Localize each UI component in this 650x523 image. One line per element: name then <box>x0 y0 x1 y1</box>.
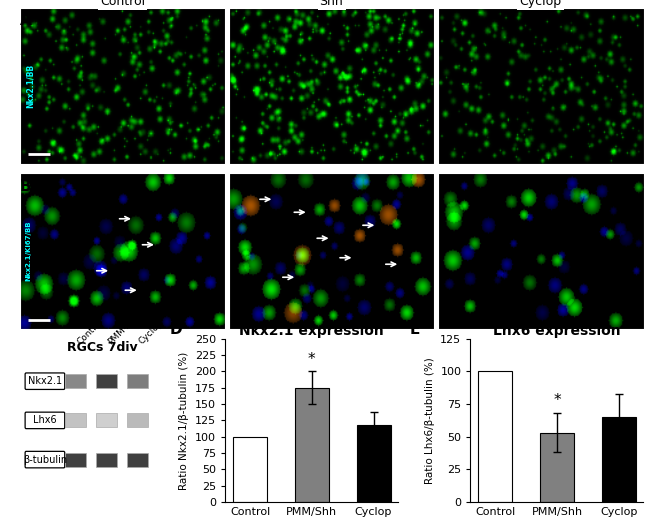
Text: Cyclop: Cyclop <box>519 0 562 8</box>
Title: Nkx2.1 expression: Nkx2.1 expression <box>239 324 384 337</box>
Text: RGCs 7div: RGCs 7div <box>67 341 138 354</box>
Text: A: A <box>20 13 31 28</box>
Bar <box>233 437 267 502</box>
Text: Nkx2.1/Ki67/BB: Nkx2.1/Ki67/BB <box>26 221 32 281</box>
Text: B: B <box>20 178 31 194</box>
Y-axis label: Ratio Lhx6/β-tubulin (%): Ratio Lhx6/β-tubulin (%) <box>424 357 435 484</box>
Bar <box>357 425 391 502</box>
Text: Shh: Shh <box>320 0 343 8</box>
Bar <box>478 371 512 502</box>
Text: β-tubulin: β-tubulin <box>23 454 67 464</box>
Bar <box>96 374 117 388</box>
Bar <box>65 453 86 467</box>
Title: Lhx6 expression: Lhx6 expression <box>493 324 621 337</box>
Bar <box>602 417 636 502</box>
Bar <box>65 374 86 388</box>
Text: Control: Control <box>75 316 105 346</box>
FancyBboxPatch shape <box>25 373 65 390</box>
Text: *: * <box>553 393 561 408</box>
Text: D: D <box>170 322 183 337</box>
Text: E: E <box>410 322 420 337</box>
Text: Lhx6: Lhx6 <box>33 415 57 425</box>
Bar <box>295 388 329 502</box>
Bar <box>96 414 117 427</box>
Bar <box>65 414 86 427</box>
Text: Nkx2.1: Nkx2.1 <box>28 376 62 386</box>
Bar <box>127 414 148 427</box>
Text: Control: Control <box>100 0 145 8</box>
Y-axis label: Ratio Nkx2.1/β-tubulin (%): Ratio Nkx2.1/β-tubulin (%) <box>179 351 189 490</box>
Text: PMM+Shh: PMM+Shh <box>107 308 145 346</box>
Bar <box>127 453 148 467</box>
Text: Nkx2.1/BB: Nkx2.1/BB <box>26 64 34 108</box>
Bar <box>540 433 574 502</box>
Bar <box>127 374 148 388</box>
Text: *: * <box>308 353 316 368</box>
Text: Cyclop: Cyclop <box>137 318 165 346</box>
FancyBboxPatch shape <box>25 412 65 429</box>
Bar <box>96 453 117 467</box>
FancyBboxPatch shape <box>25 451 65 468</box>
